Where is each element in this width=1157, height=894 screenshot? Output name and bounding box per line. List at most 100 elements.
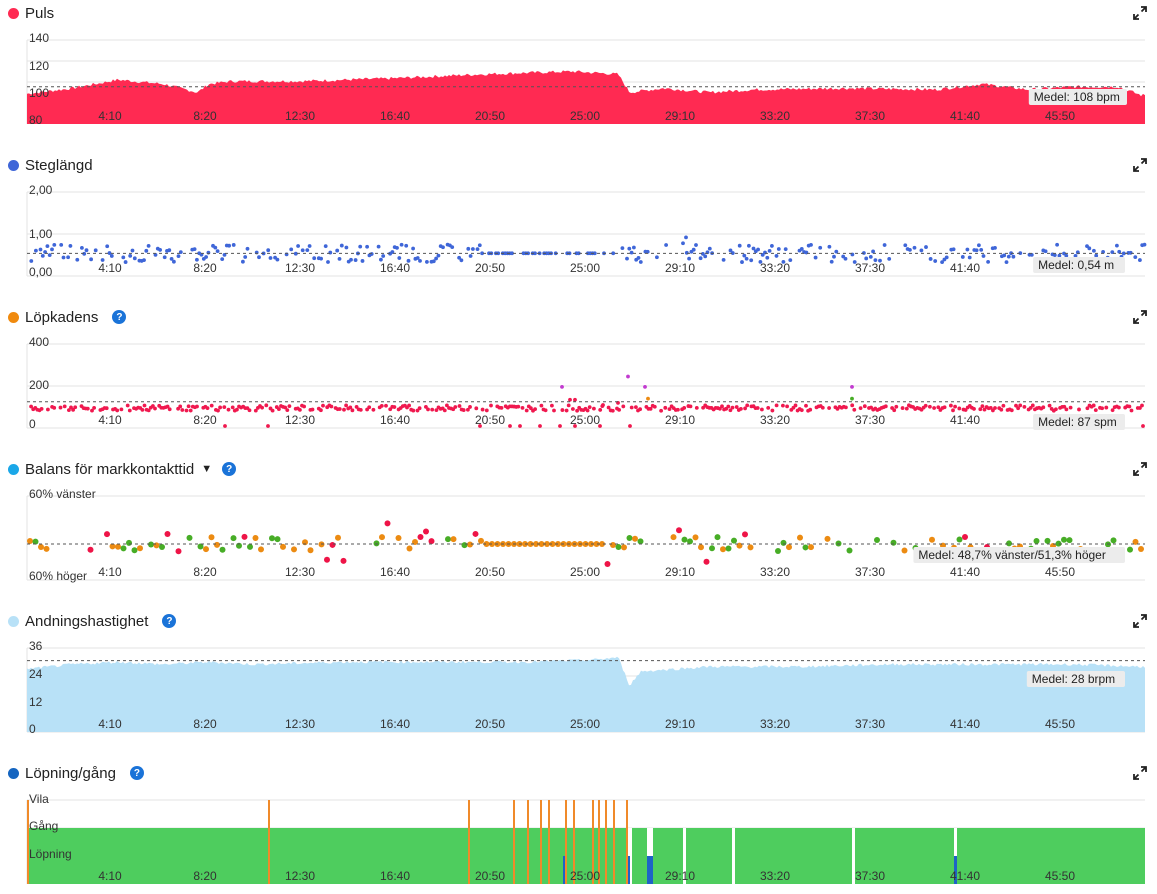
expand-icon[interactable] [1133, 6, 1147, 20]
cadence-point [58, 405, 63, 410]
expand-icon[interactable] [1133, 614, 1147, 628]
cadence-point [1009, 408, 1014, 413]
cadence-point [900, 406, 905, 410]
cadence-point [573, 424, 577, 428]
cadence-point [566, 403, 571, 408]
help-icon[interactable]: ? [112, 310, 127, 324]
balance-point [538, 541, 545, 547]
cadence-point [247, 408, 252, 413]
stride-point [268, 256, 273, 260]
rest-segment [954, 856, 957, 884]
x-tick-label: 25:00 [570, 869, 600, 883]
cadence-point [407, 403, 411, 408]
cadence-point [226, 407, 231, 412]
expand-icon[interactable] [1133, 158, 1147, 172]
cadence-point [1016, 406, 1020, 411]
stride-point [431, 259, 436, 264]
cadence-point [734, 405, 739, 409]
cadence-point [461, 408, 466, 412]
help-icon[interactable]: ? [162, 614, 177, 628]
average-label-box [913, 547, 1125, 563]
expand-icon[interactable] [1133, 462, 1147, 476]
stride-point [50, 247, 54, 252]
stride-point [29, 259, 34, 263]
stride-point [770, 244, 774, 248]
stride-point [645, 249, 650, 254]
balance-point [137, 545, 143, 552]
cadence-point [310, 407, 315, 412]
stride-point [323, 244, 328, 249]
cadence-point [223, 424, 227, 428]
stride-point [636, 256, 641, 260]
cadence-point [629, 405, 634, 410]
stride-point [206, 250, 211, 255]
stride-point [266, 248, 271, 253]
stride-point [369, 252, 374, 256]
stride-point [84, 248, 89, 253]
balance-point [681, 536, 688, 543]
cadence-point [694, 405, 699, 410]
pause-gap [732, 828, 735, 884]
balance-point [428, 538, 435, 545]
balance-point [164, 531, 171, 538]
stride-point [75, 257, 80, 262]
cadence-point [598, 408, 603, 412]
walk-marker [268, 800, 270, 884]
balance-point [87, 546, 94, 553]
stride-point [813, 255, 818, 260]
x-tick-label: 41:40 [950, 261, 980, 275]
average-label-box [1026, 671, 1125, 687]
stride-point [965, 247, 970, 252]
balance-point [549, 541, 556, 547]
chart-puls: 140 120 100 80 4:10 8:20 12:30 16:40 20:50 25:00 2… [26, 31, 1145, 127]
x-tick-label: 29:10 [665, 261, 695, 275]
expand-icon[interactable] [1133, 766, 1147, 780]
stride-point [1011, 254, 1016, 259]
series-dot-icon [8, 615, 19, 627]
cadence-point [543, 408, 548, 413]
cadence-point [283, 405, 288, 410]
cadence-point [1068, 405, 1073, 410]
cadence-point [745, 403, 750, 408]
cadence-point [499, 405, 504, 410]
stride-point [254, 250, 259, 255]
stride-point [924, 245, 928, 249]
cadence-point [1064, 407, 1069, 412]
stride-point [105, 244, 110, 249]
stride-point [245, 246, 250, 251]
stride-point [852, 260, 857, 264]
cadence-point [319, 408, 323, 413]
stride-point [632, 245, 636, 250]
cadence-point [552, 408, 556, 413]
stride-point [1052, 253, 1057, 258]
panel-title-lopkadens: Löpkadens ? [8, 308, 127, 326]
cadence-point [728, 408, 733, 413]
balance-point [412, 538, 418, 545]
stride-point [457, 255, 461, 260]
balance-point [956, 536, 963, 543]
cadence-point [539, 403, 544, 408]
balance-point [406, 545, 413, 552]
cadence-point [92, 405, 96, 410]
stride-point [121, 255, 126, 260]
y-tick-label: 400 [29, 335, 49, 349]
stride-point [1004, 260, 1009, 264]
cadence-point [260, 405, 264, 410]
pause-gap [852, 828, 855, 884]
stride-point [592, 251, 597, 256]
balance-point [197, 543, 204, 550]
x-tick-label: 8:20 [193, 717, 217, 731]
cadence-point [417, 406, 422, 411]
help-icon[interactable]: ? [129, 766, 144, 780]
chart-andning: 36 24 12 0 4:10 8:20 12:30 16:40 20:50 25:00 29:10… [26, 639, 1145, 736]
x-tick-label: 37:30 [855, 869, 885, 883]
help-icon[interactable]: ? [222, 462, 237, 476]
chevron-down-icon[interactable]: ▼ [201, 463, 213, 475]
stride-point [1055, 242, 1059, 247]
balance-point [802, 544, 809, 551]
balance-point [1006, 540, 1012, 547]
balance-point [126, 539, 132, 546]
stride-point [1073, 253, 1078, 258]
cadence-point [216, 408, 220, 413]
expand-icon[interactable] [1133, 310, 1147, 324]
